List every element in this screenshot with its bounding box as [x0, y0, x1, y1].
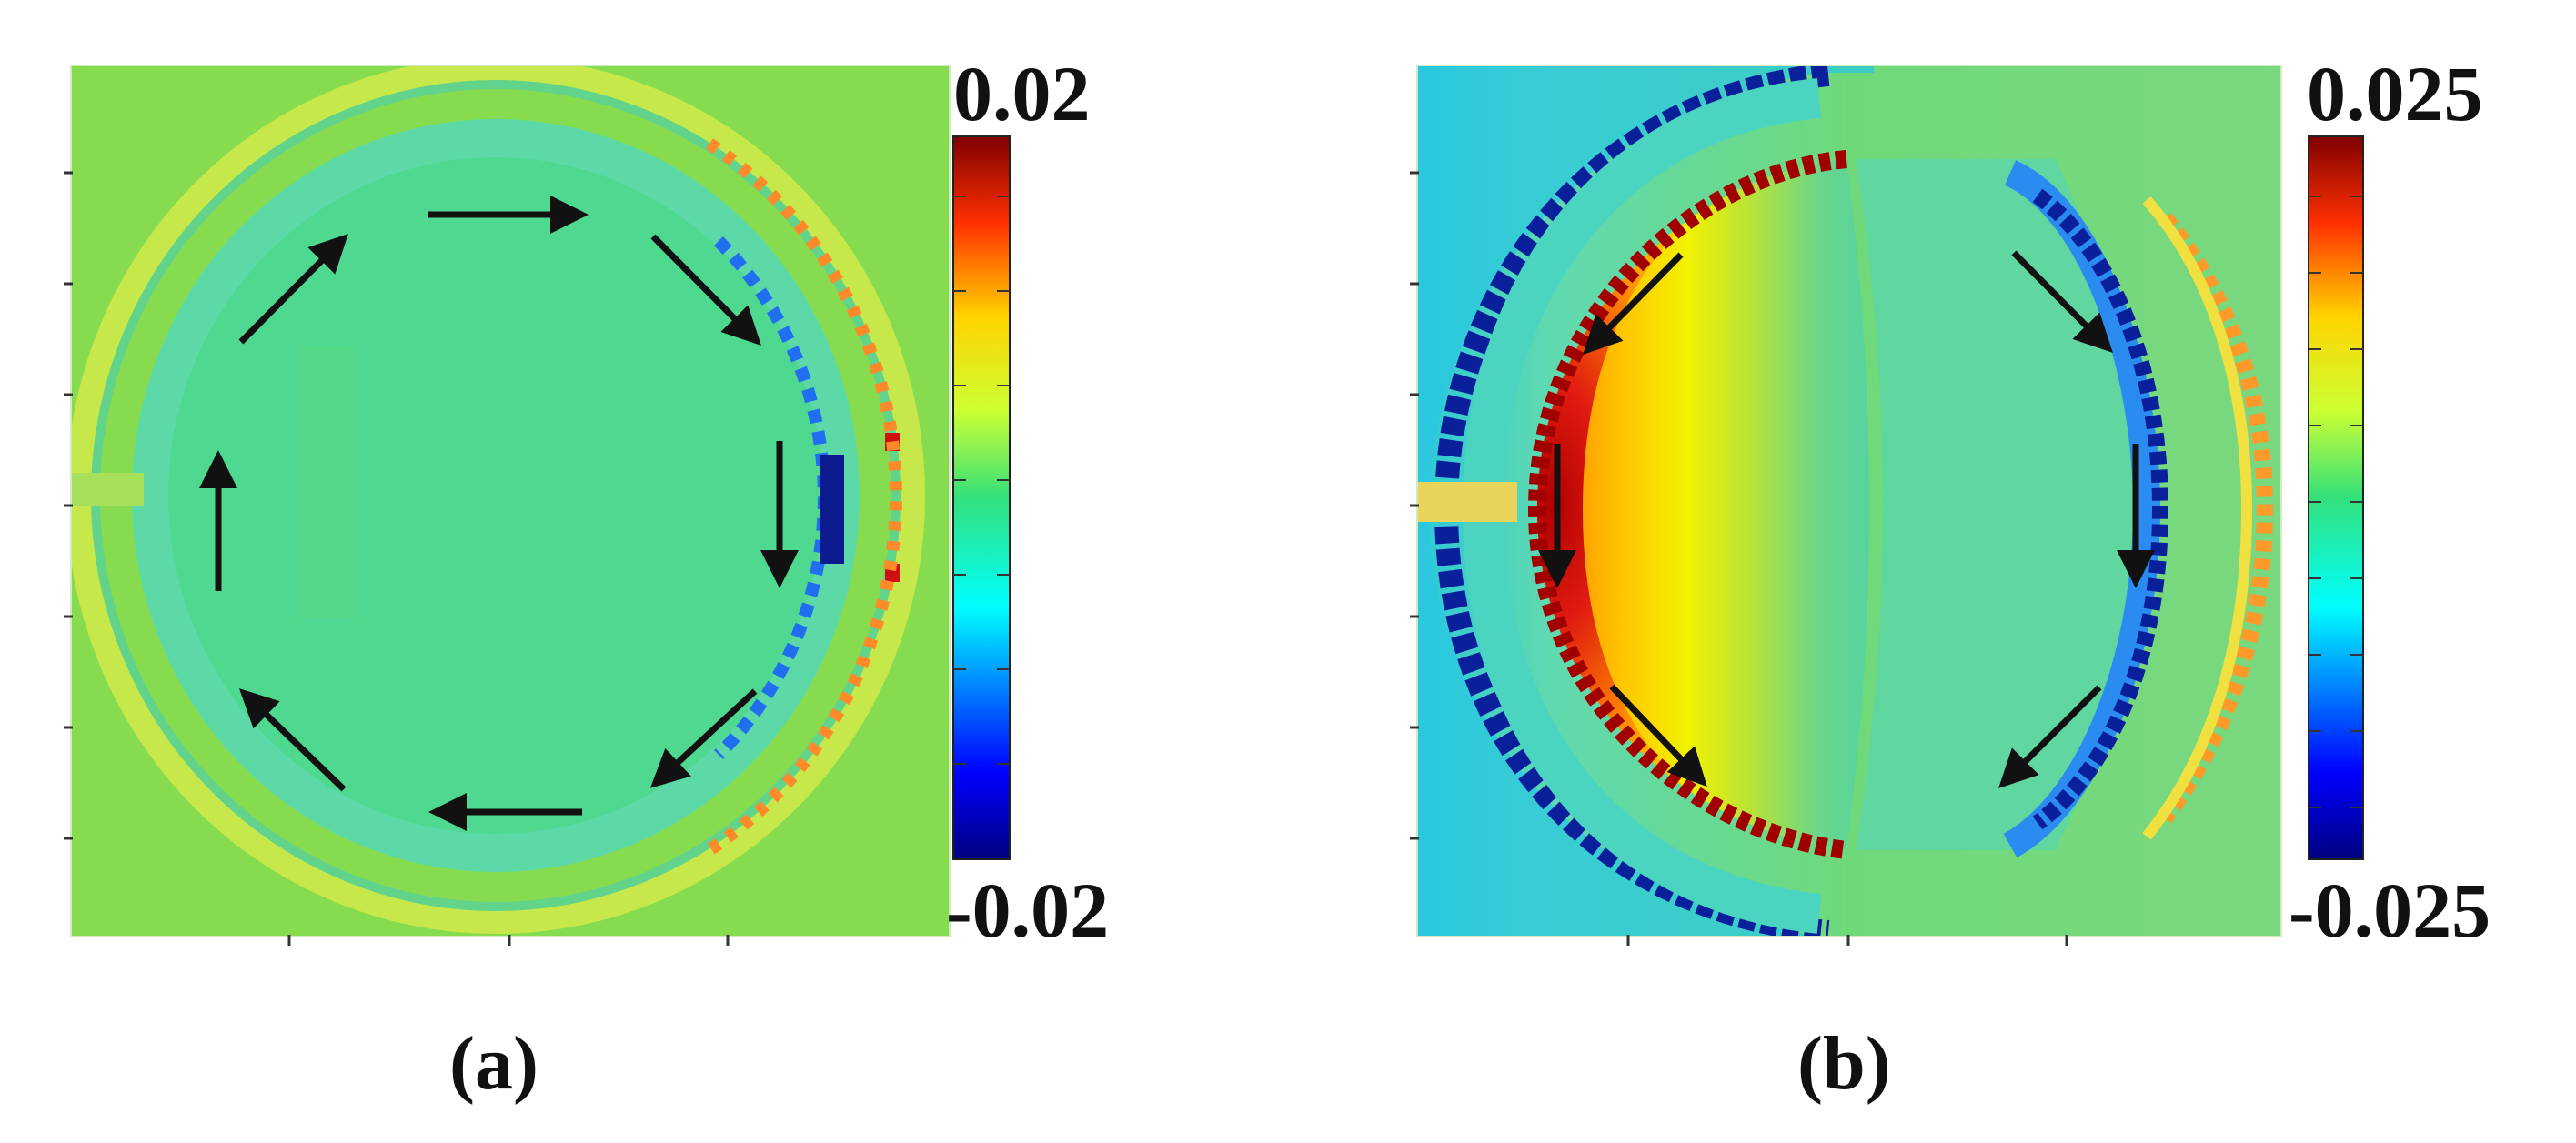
- panel-a-heatmap: [70, 65, 951, 937]
- panel-b-arrows: [1538, 250, 2155, 788]
- arrow-a-bottom-left: [238, 688, 347, 792]
- arrow-a-top-right: [650, 234, 761, 346]
- colorbar-a-min-label: -0.02: [946, 867, 1110, 954]
- arrow-a-bottom-right: [649, 688, 758, 788]
- arrow-b-right-bottom: [1998, 685, 2102, 788]
- panel-a-ticks: [64, 171, 730, 946]
- colorbar-b-min-label: -0.025: [2289, 867, 2491, 954]
- arrow-b-left-top: [1583, 252, 1684, 355]
- panel-b-heatmap: [1416, 65, 2282, 937]
- colorbar-a: [952, 135, 1011, 860]
- colorbar-b-max-label: 0.025: [2307, 50, 2483, 137]
- arrow-a-top-left: [238, 234, 348, 345]
- colorbar-a-max-label: 0.02: [953, 50, 1091, 137]
- colorbar-b: [2308, 135, 2364, 860]
- arrow-b-left-bottom: [1609, 684, 1707, 787]
- panel-b-ticks: [1410, 171, 2068, 946]
- caption-b: (b): [1797, 1021, 1891, 1106]
- caption-a: (a): [449, 1021, 538, 1106]
- panel-a-arrows: [199, 196, 799, 831]
- arrow-b-right-top: [2011, 250, 2113, 353]
